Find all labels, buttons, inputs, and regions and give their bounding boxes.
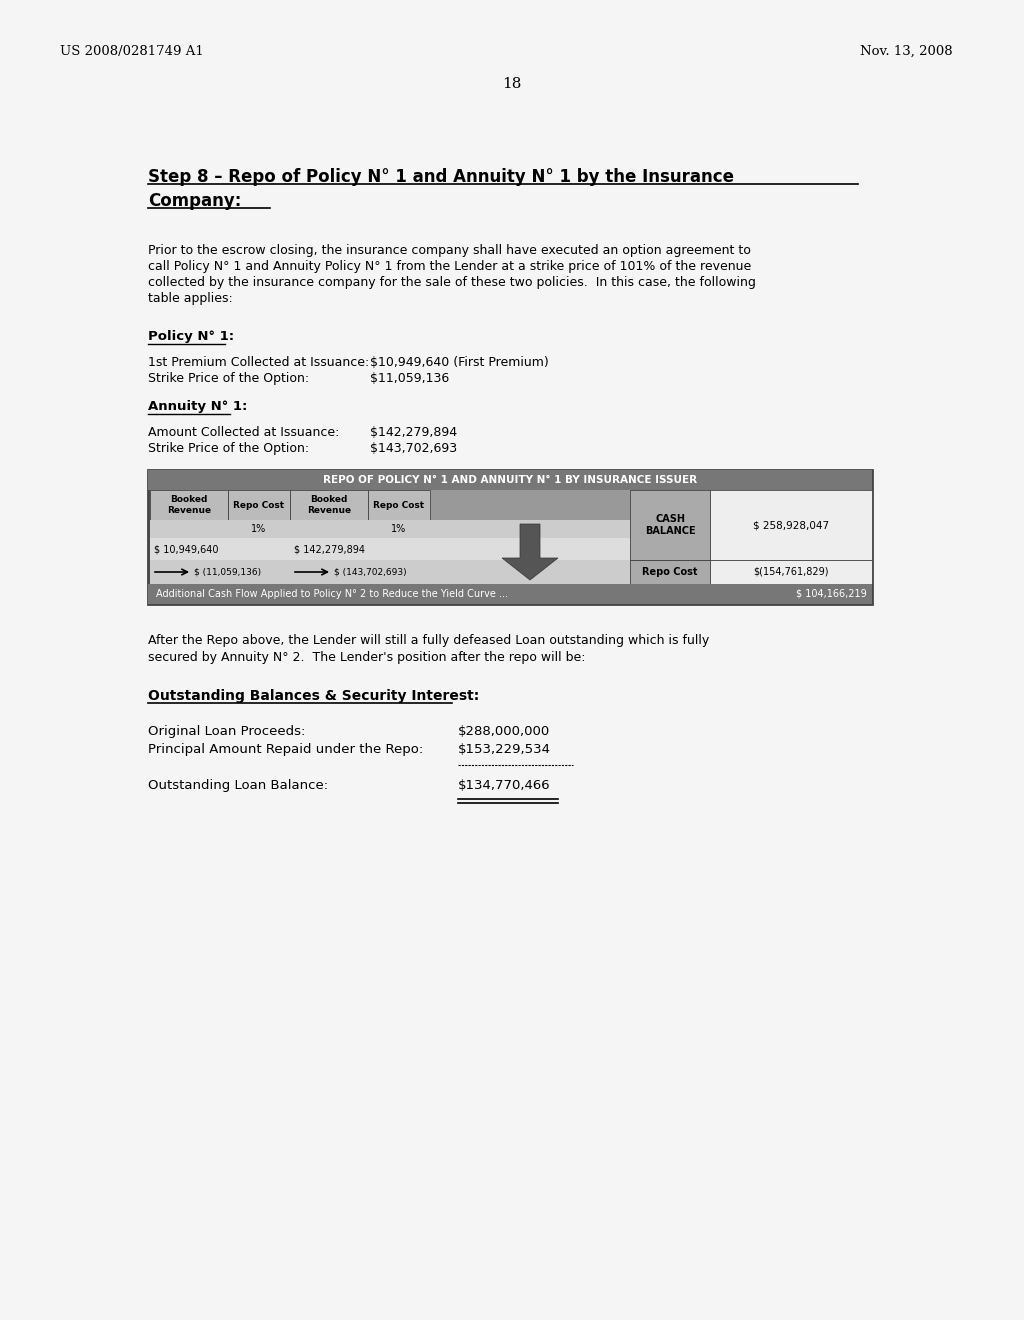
Text: CASH
BALANCE: CASH BALANCE [645, 515, 695, 536]
Text: call Policy N° 1 and Annuity Policy N° 1 from the Lender at a strike price of 10: call Policy N° 1 and Annuity Policy N° 1… [148, 260, 752, 273]
Text: US 2008/0281749 A1: US 2008/0281749 A1 [60, 45, 204, 58]
Text: Booked
Revenue: Booked Revenue [167, 495, 211, 515]
Text: $153,229,534: $153,229,534 [458, 743, 551, 756]
Text: Strike Price of the Option:: Strike Price of the Option: [148, 372, 309, 385]
Text: $ (143,702,693): $ (143,702,693) [334, 568, 407, 577]
Text: Nov. 13, 2008: Nov. 13, 2008 [860, 45, 952, 58]
Bar [630, 490, 710, 560]
Bar [148, 470, 872, 605]
Bar [150, 539, 630, 560]
Text: $ (11,059,136): $ (11,059,136) [194, 568, 261, 577]
Text: secured by Annuity N° 2.  The Lender's position after the repo will be:: secured by Annuity N° 2. The Lender's po… [148, 651, 586, 664]
Text: Annuity N° 1:: Annuity N° 1: [148, 400, 248, 413]
Text: table applies:: table applies: [148, 292, 232, 305]
Text: Company:: Company: [148, 191, 242, 210]
Bar [710, 490, 872, 560]
Text: 18: 18 [503, 77, 521, 91]
Text: $134,770,466: $134,770,466 [458, 779, 551, 792]
Text: $ 10,949,640: $ 10,949,640 [154, 544, 218, 554]
Bar [150, 520, 630, 539]
Text: Prior to the escrow closing, the insurance company shall have executed an option: Prior to the escrow closing, the insuran… [148, 244, 751, 257]
Text: collected by the insurance company for the sale of these two policies.  In this : collected by the insurance company for t… [148, 276, 756, 289]
Polygon shape [502, 524, 558, 579]
Text: $ 142,279,894: $ 142,279,894 [294, 544, 365, 554]
Text: $ 104,166,219: $ 104,166,219 [797, 589, 867, 599]
Text: Policy N° 1:: Policy N° 1: [148, 330, 234, 343]
Bar [368, 490, 430, 520]
Text: 1%: 1% [391, 524, 407, 535]
Text: $(154,761,829): $(154,761,829) [754, 568, 828, 577]
Text: Principal Amount Repaid under the Repo:: Principal Amount Repaid under the Repo: [148, 743, 423, 756]
Text: $11,059,136: $11,059,136 [370, 372, 450, 385]
Text: Amount Collected at Issuance:: Amount Collected at Issuance: [148, 426, 339, 440]
Text: Additional Cash Flow Applied to Policy N° 2 to Reduce the Yield Curve ...: Additional Cash Flow Applied to Policy N… [156, 589, 508, 599]
Bar [148, 583, 872, 605]
Text: Outstanding Balances & Security Interest:: Outstanding Balances & Security Interest… [148, 689, 479, 704]
Bar [228, 490, 290, 520]
Text: $288,000,000: $288,000,000 [458, 725, 550, 738]
Text: Step 8 – Repo of Policy N° 1 and Annuity N° 1 by the Insurance: Step 8 – Repo of Policy N° 1 and Annuity… [148, 168, 734, 186]
Bar [150, 560, 630, 583]
Bar [710, 560, 872, 583]
Text: $143,702,693: $143,702,693 [370, 442, 457, 455]
Text: Repo Cost: Repo Cost [642, 568, 697, 577]
Text: 1%: 1% [251, 524, 266, 535]
Text: After the Repo above, the Lender will still a fully defeased Loan outstanding wh: After the Repo above, the Lender will st… [148, 634, 710, 647]
Bar [148, 470, 872, 490]
Text: Original Loan Proceeds:: Original Loan Proceeds: [148, 725, 305, 738]
Text: $142,279,894: $142,279,894 [370, 426, 457, 440]
Bar [290, 490, 368, 520]
Text: Strike Price of the Option:: Strike Price of the Option: [148, 442, 309, 455]
Text: Repo Cost: Repo Cost [374, 500, 425, 510]
Text: Repo Cost: Repo Cost [233, 500, 285, 510]
Text: 1st Premium Collected at Issuance:: 1st Premium Collected at Issuance: [148, 356, 370, 370]
Bar [150, 490, 228, 520]
Text: Booked
Revenue: Booked Revenue [307, 495, 351, 515]
Text: REPO OF POLICY N° 1 AND ANNUITY N° 1 BY INSURANCE ISSUER: REPO OF POLICY N° 1 AND ANNUITY N° 1 BY … [323, 475, 697, 484]
Bar [630, 560, 710, 583]
Text: $10,949,640 (First Premium): $10,949,640 (First Premium) [370, 356, 549, 370]
Text: $ 258,928,047: $ 258,928,047 [753, 520, 829, 531]
Text: Outstanding Loan Balance:: Outstanding Loan Balance: [148, 779, 328, 792]
